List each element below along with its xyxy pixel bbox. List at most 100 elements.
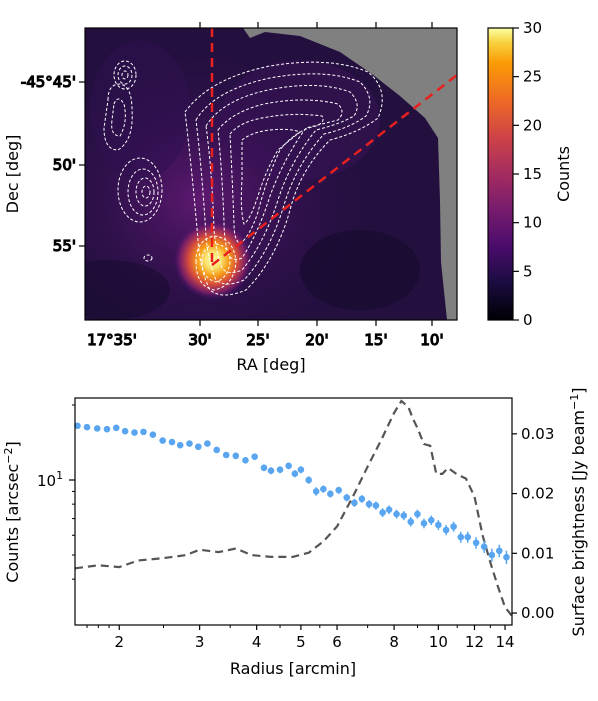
counts-point [285,462,292,470]
counts-point [385,506,393,513]
profile-x-label: Radius [arcmin] [230,659,356,678]
counts-point [435,521,442,529]
colorbar-label: Counts [554,146,573,202]
profile-frame [74,397,513,626]
profile-x-tick-label: 12 [465,633,484,651]
profile-x-tick-label: 3 [195,633,205,651]
counts-point [222,451,230,459]
colorbar-tick-label: 20 [523,116,542,134]
map-x-tick-label: 10' [420,331,443,349]
profile-marks [74,399,513,617]
counts-point [297,466,305,473]
colorbar-tick-label: 15 [523,165,542,183]
counts-point [488,551,496,559]
counts-point [291,470,299,477]
counts-point [213,446,221,454]
colorbar-ticks: 0 5 10 15 20 25 30 [513,19,542,329]
map-y-tick-label: 50' [53,156,76,174]
counts-point [407,518,415,526]
counts-point [464,533,472,541]
counts-point [176,441,184,449]
map-x-tick-label: 30' [188,331,211,349]
counts-point [503,553,510,561]
counts-point [427,516,435,524]
counts-point [103,425,111,433]
radio-contours [103,60,383,296]
counts-point [450,523,457,530]
counts-point [149,431,157,438]
profile-x-tick-label: 2 [114,633,124,651]
map-x-tick-label: 15' [364,331,387,349]
counts-point [140,428,147,436]
profile-plot: 2 3 4 5 6 8 10 12 14 101 0.00 0.01 0.02 0.03 Radius [… [2,388,588,678]
profile-y2-tick-label: 0.02 [521,485,554,503]
counts-point [365,500,373,508]
profile-ticks: 2 3 4 5 6 8 10 12 14 101 0.00 0.01 0.02 0.03 [37,404,554,651]
counts-point [251,453,258,461]
profile-x-tick-label: 5 [296,633,306,651]
colorbar-tick-label: 0 [523,311,533,329]
counts-point [159,437,166,444]
map-frame [84,27,458,321]
counts-point [414,510,421,518]
profile-y-tick-label: 101 [37,469,63,490]
counts-point [276,466,284,473]
surface-brightness-line [74,399,513,617]
counts-point [442,526,450,534]
counts-point [393,510,400,518]
map-y-tick-label: -45°45' [21,73,76,91]
colorbar-tick-label: 30 [523,19,542,37]
counts-point [457,533,465,541]
counts-point [204,440,211,447]
counts-point [420,520,428,527]
profile-x-tick-label: 14 [495,633,514,651]
profile-y2-tick-label: 0.01 [521,544,554,562]
profile-x-tick-label: 4 [252,633,262,651]
profile-x-tick-label: 6 [332,633,342,651]
counts-point [168,438,176,446]
counts-point [186,440,193,447]
map-x-tick-label: 20' [305,331,328,349]
profile-x-tick-label: 8 [389,633,399,651]
profile-x-tick-label: 10 [429,633,448,651]
map-y-tick-label: 55' [53,237,76,255]
counts-point [495,547,503,555]
counts-point [131,429,138,436]
profile-y2-tick-label: 0.03 [521,425,554,443]
counts-point [232,452,240,460]
counts-point [112,424,120,432]
colorbar-tick-label: 5 [523,262,533,280]
map-ticks: 17°35' 30' 25' 20' 15' 10' -45°45' 50' 55' [20,22,444,350]
counts-point [83,423,91,431]
counts-point [305,476,312,484]
profile-y2-label: Surface brightness [Jy beam−1] [568,388,588,637]
map-y-label: Dec [deg] [3,135,22,214]
counts-point [335,486,343,494]
map-x-label: RA [deg] [236,355,305,374]
counts-point [242,456,249,464]
counts-point [343,494,351,501]
colorbar-tick-label: 25 [523,68,542,86]
sector-lines [210,28,458,266]
map-x-tick-label: 17°35' [87,331,137,349]
counts-point [74,422,81,430]
counts-point [260,464,268,472]
counts-point [351,499,358,507]
counts-point [358,495,366,503]
colorbar-tick-label: 10 [523,214,542,232]
counts-point [372,502,380,509]
counts-point [327,490,334,498]
xray-map: 17°35' 30' 25' 20' 15' 10' -45°45' 50' 55' RA [d… [3,22,458,374]
counts-point [320,485,327,493]
counts-point [379,509,386,516]
counts-point [472,539,480,547]
counts-point [195,443,202,451]
counts-point [121,427,129,435]
counts-point [312,488,320,495]
profile-y2-tick-label: 0.00 [521,604,554,622]
counts-point [267,467,275,474]
counts-point [93,425,101,432]
colorbar: 0 5 10 15 20 25 30 Counts [487,19,573,329]
colorbar-gradient [488,28,513,320]
